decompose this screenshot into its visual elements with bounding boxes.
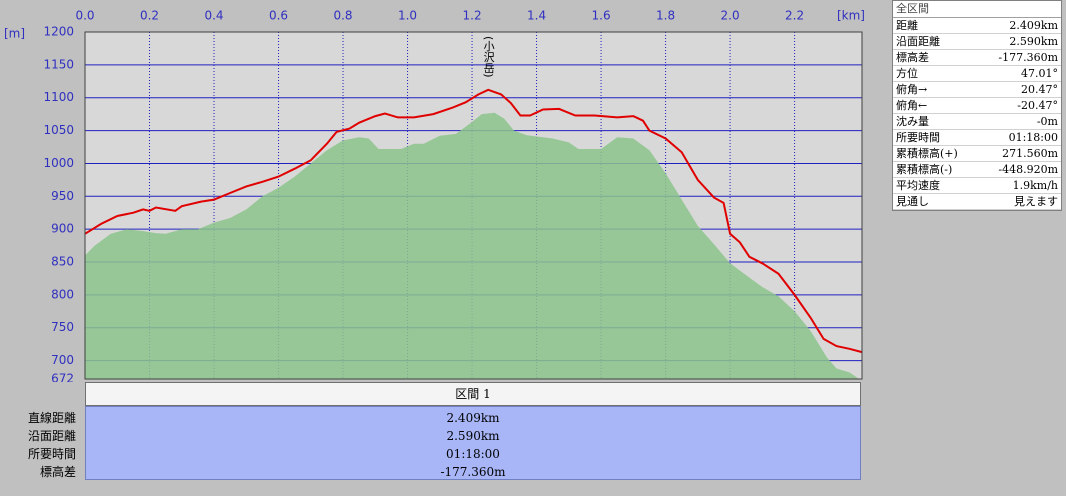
panel-label: 沈み量 bbox=[896, 115, 929, 128]
x-tick-label: 1.2 bbox=[463, 9, 482, 23]
panel-row: 平均速度 1.9km/h bbox=[893, 178, 1061, 194]
panel-label: 俯角→ bbox=[896, 83, 928, 96]
route-line bbox=[84, 88, 863, 354]
plot-border bbox=[84, 31, 863, 380]
x-tick-label: 0.4 bbox=[204, 9, 223, 23]
panel-label: 俯角← bbox=[896, 99, 928, 112]
panel-row: 俯角→ 20.47° bbox=[893, 82, 1061, 98]
segment-value: -177.360m bbox=[440, 465, 506, 479]
panel-row: 累積標高(+) 271.560m bbox=[893, 146, 1061, 162]
panel-label: 累積標高(+) bbox=[896, 147, 958, 160]
panel-label: 累積標高(-) bbox=[896, 163, 953, 176]
y-tick-label: 1150 bbox=[43, 57, 74, 71]
y-tick-label: 850 bbox=[51, 255, 74, 269]
panel-row: 方位 47.01° bbox=[893, 66, 1061, 82]
x-unit: [km] bbox=[837, 9, 865, 23]
panel-value: 01:18:00 bbox=[1008, 131, 1058, 144]
panel-row: 標高差 -177.360m bbox=[893, 50, 1061, 66]
panel-label: 沿面距離 bbox=[896, 35, 940, 48]
panel-value: -20.47° bbox=[1017, 99, 1058, 112]
segment-label: 所要時間 bbox=[27, 447, 76, 461]
y-tick-label: 950 bbox=[51, 189, 74, 203]
panel-row: 沿面距離 2.590km bbox=[893, 34, 1061, 50]
panel-value: 2.409km bbox=[1009, 19, 1058, 32]
panel-label: 距離 bbox=[896, 19, 918, 32]
panel-row: 距離 2.409km bbox=[893, 18, 1061, 34]
panel-value: 47.01° bbox=[1021, 67, 1058, 80]
summary-panel: 全区間 距離 2.409km 沿面距離 2.590km 標高差 -177.360m 方位 47… bbox=[892, 0, 1062, 211]
panel-value: 271.560m bbox=[1002, 147, 1058, 160]
terrain-area bbox=[85, 112, 860, 380]
panel-row: 見通し 見えます bbox=[893, 194, 1061, 210]
segment-value: 01:18:00 bbox=[446, 447, 500, 461]
peak-annotation: (小沢岳) bbox=[482, 36, 495, 78]
panel-value: 見えます bbox=[1014, 195, 1058, 208]
y-unit: [m] bbox=[4, 27, 25, 41]
x-tick-label: 0.0 bbox=[75, 9, 94, 23]
panel-row: 所要時間 01:18:00 bbox=[893, 130, 1061, 146]
segment-value: 2.590km bbox=[446, 429, 500, 443]
panel-value: 1.9km/h bbox=[1012, 179, 1058, 192]
panel-value: -177.360m bbox=[998, 51, 1058, 64]
x-tick-label: 2.2 bbox=[785, 9, 804, 23]
y-tick-label: 1000 bbox=[43, 156, 74, 170]
panel-value: 20.47° bbox=[1021, 83, 1058, 96]
y-tick-label: 1050 bbox=[43, 123, 74, 137]
y-tick-label: 700 bbox=[51, 353, 74, 367]
x-tick-label: 1.4 bbox=[527, 9, 546, 23]
y-tick-label: 800 bbox=[51, 287, 74, 301]
x-tick-label: 0.2 bbox=[140, 9, 159, 23]
segment-body bbox=[85, 406, 861, 480]
x-tick-label: 2.0 bbox=[721, 9, 740, 23]
panel-row: 俯角← -20.47° bbox=[893, 98, 1061, 114]
y-tick-label: 900 bbox=[51, 222, 74, 236]
segment-value: 2.409km bbox=[446, 411, 500, 425]
panel-row: 沈み量 -0m bbox=[893, 114, 1061, 130]
y-tick-label: 672 bbox=[51, 372, 74, 383]
y-tick-label: 1200 bbox=[43, 25, 74, 39]
x-tick-label: 1.8 bbox=[656, 9, 675, 23]
x-tick-label: 0.8 bbox=[333, 9, 352, 23]
segment-header[interactable]: 区間 1 bbox=[85, 382, 861, 406]
panel-value: -0m bbox=[1036, 115, 1058, 128]
panel-label: 見通し bbox=[896, 195, 929, 208]
segment-label: 沿面距離 bbox=[27, 429, 76, 443]
chart: [m] [km] 672 700 750 800 850 900 950 1000 1050 11… bbox=[4, 9, 865, 383]
y-tick-label: 1100 bbox=[43, 90, 74, 104]
panel-value: 2.590km bbox=[1009, 35, 1058, 48]
panel-label: 標高差 bbox=[896, 51, 929, 64]
x-tick-label: 1.0 bbox=[398, 9, 417, 23]
x-tick-label: 0.6 bbox=[269, 9, 288, 23]
panel-title: 全区間 bbox=[893, 1, 1061, 18]
panel-value: -448.920m bbox=[998, 163, 1058, 176]
segment-label: 標高差 bbox=[39, 465, 76, 479]
x-tick-label: 1.6 bbox=[592, 9, 611, 23]
panel-row: 累積標高(-) -448.920m bbox=[893, 162, 1061, 178]
panel-label: 平均速度 bbox=[896, 179, 940, 192]
panel-label: 方位 bbox=[896, 67, 918, 80]
panel-label: 所要時間 bbox=[896, 131, 940, 144]
segment-label: 直線距離 bbox=[27, 411, 76, 425]
y-tick-label: 750 bbox=[51, 320, 74, 334]
